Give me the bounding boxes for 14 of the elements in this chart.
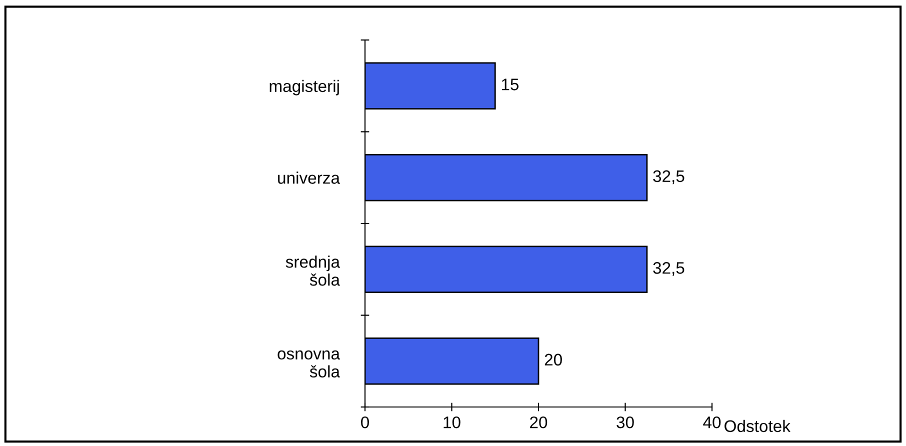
y-tick-label: srednja šola xyxy=(286,256,340,286)
x-tick-label: 10 xyxy=(444,416,460,428)
y-tick-label: osnovna šola xyxy=(278,350,340,378)
x-axis-title: Odstotek xyxy=(724,420,790,432)
data-label: 32,5 xyxy=(653,262,684,276)
x-tick-label: 30 xyxy=(616,416,634,428)
x-tick-label: 20 xyxy=(530,416,548,428)
y-tick-label: magisterij xyxy=(270,80,339,96)
data-label: 20 xyxy=(544,354,562,366)
x-tick-label: 40 xyxy=(703,416,721,428)
y-tick-label: univerza xyxy=(278,172,340,184)
x-tick-label: 0 xyxy=(361,416,369,428)
data-label: 32,5 xyxy=(653,170,684,184)
data-label: 15 xyxy=(502,78,519,90)
